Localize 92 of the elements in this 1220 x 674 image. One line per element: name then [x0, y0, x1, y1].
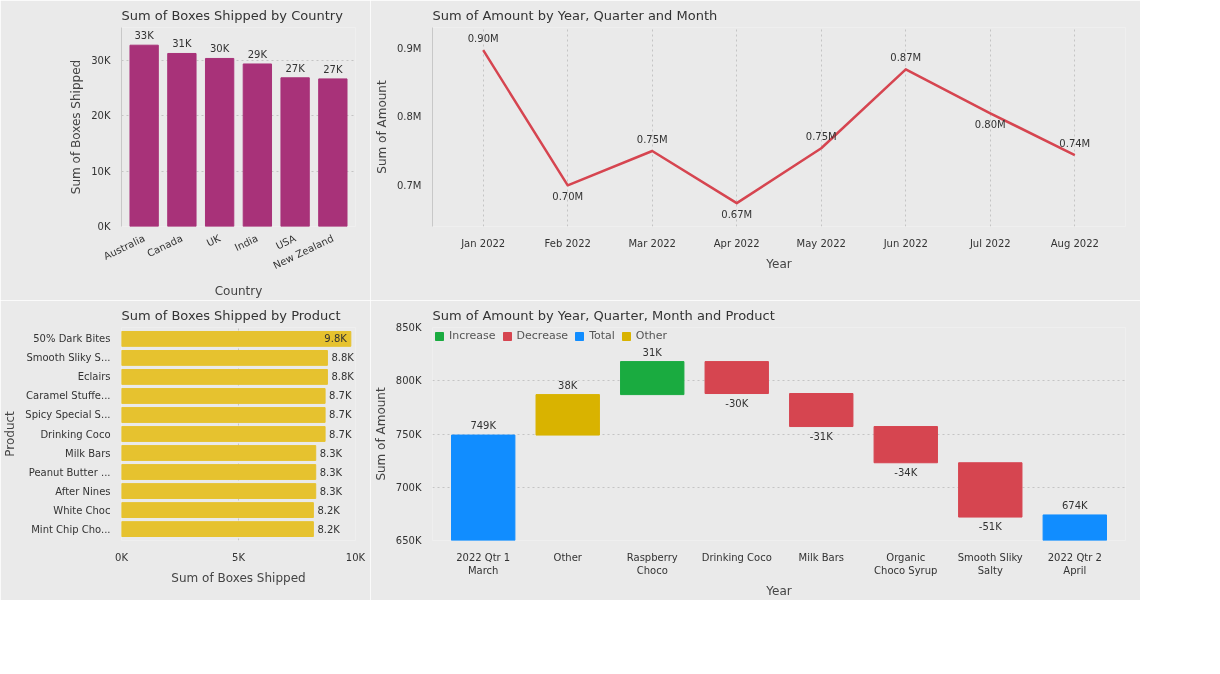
- y-axis-title: Sum of Amount: [373, 387, 388, 481]
- data-label: 8.8K: [331, 371, 355, 383]
- y-tick-label: 650K: [395, 535, 422, 546]
- data-label: 8.7K: [329, 409, 352, 421]
- x-tick-label: Jul 2022: [968, 237, 1011, 249]
- legend-label: Increase: [449, 329, 496, 342]
- data-label: 0.90M: [467, 33, 499, 45]
- y-tick-label: 30K: [91, 55, 111, 67]
- x-tick-label: Drinking Coco: [701, 551, 772, 563]
- y-axis-title: Product: [3, 410, 18, 457]
- data-label: 0.70M: [552, 191, 584, 203]
- x-tick-label: Jun 2022: [882, 237, 928, 249]
- y-tick-label: 20K: [91, 110, 111, 122]
- chart-title: Sum of Amount by Year, Quarter, Month and Product: [432, 307, 775, 323]
- x-tick-label: Organic Choco Syrup: [874, 551, 938, 576]
- x-tick-label: Mar 2022: [628, 237, 676, 249]
- data-label: 9.8K: [324, 333, 348, 345]
- chart-title: Sum of Boxes Shipped by Country: [121, 7, 344, 23]
- x-tick-label: 0K: [115, 551, 129, 563]
- data-label: 27K: [285, 62, 306, 74]
- y-tick-label: Mint Chip Cho...: [31, 523, 111, 535]
- text: -51K: [978, 521, 1002, 533]
- data-label: 8.2K: [317, 523, 341, 535]
- y-tick-label: Spicy Special S...: [25, 409, 111, 421]
- data-label: 0.80M: [974, 119, 1006, 131]
- data-label: 8.7K: [329, 428, 352, 440]
- y-tick-label: 850K: [395, 322, 422, 333]
- x-axis-title: Sum of Boxes Shipped: [171, 570, 306, 585]
- y-tick-label: 50% Dark Bites: [33, 333, 111, 345]
- text: 749K: [470, 420, 497, 432]
- x-tick-label: 10K: [345, 551, 366, 563]
- x-axis-title: Country: [214, 283, 263, 298]
- data-label: 8.2K: [317, 504, 341, 516]
- y-tick-label: Peanut Butter ...: [28, 466, 111, 478]
- data-label: 0.74M: [1059, 138, 1091, 150]
- x-tick-label: Feb 2022: [544, 237, 591, 249]
- legend-label: Decrease: [516, 329, 569, 342]
- x-tick-label: Raspberry Choco: [626, 551, 678, 576]
- data-label: 33K: [134, 30, 155, 42]
- x-axis-title: Year: [765, 583, 792, 598]
- data-label: 0.67M: [721, 209, 753, 221]
- legend-label: Total: [589, 329, 615, 342]
- y-tick-label: 0K: [97, 221, 111, 232]
- data-label: 8.3K: [319, 447, 343, 459]
- text: -34K: [894, 466, 918, 478]
- y-tick-label: 800K: [395, 375, 422, 387]
- data-label: 0.87M: [890, 52, 922, 64]
- text: 31K: [642, 346, 662, 358]
- data-label: 8.7K: [329, 390, 352, 402]
- y-tick-label: 10K: [91, 165, 111, 177]
- y-tick-label: Milk Bars: [65, 447, 111, 459]
- y-tick-label: 700K: [395, 481, 422, 493]
- x-tick-label: May 2022: [796, 237, 846, 249]
- x-tick-label: 2022 Qtr 2 April: [1047, 551, 1102, 576]
- y-tick-label: 750K: [395, 428, 422, 440]
- y-tick-label: 0.7M: [396, 179, 422, 191]
- data-label: 8.3K: [319, 466, 343, 478]
- y-tick-label: 0.8M: [396, 111, 422, 123]
- data-label: 30K: [209, 43, 230, 55]
- text: 38K: [558, 379, 578, 391]
- data-label: 8.8K: [331, 352, 355, 364]
- y-tick-label: Caramel Stuffe...: [26, 390, 111, 402]
- y-tick-label: Drinking Coco: [40, 428, 111, 440]
- x-tick-label: Aug 2022: [1050, 237, 1099, 249]
- y-axis-title: Sum of Amount: [374, 80, 389, 174]
- y-tick-label: 0.9M: [396, 42, 422, 54]
- data-label: 31K: [172, 38, 192, 50]
- data-label: 8.3K: [319, 485, 343, 497]
- x-tick-label: Jan 2022: [460, 237, 506, 249]
- chart-title: Sum of Amount by Year, Quarter and Month: [432, 7, 718, 23]
- data-label: 0.75M: [636, 134, 668, 146]
- x-tick-label: UK: [204, 232, 223, 249]
- text: 674K: [1061, 499, 1088, 511]
- y-tick-label: After Nines: [55, 485, 111, 497]
- y-tick-label: White Choc: [53, 504, 111, 516]
- data-label: 27K: [323, 63, 343, 75]
- y-tick-label: Eclairs: [77, 371, 111, 383]
- chart-title: Sum of Boxes Shipped by Product: [121, 307, 341, 323]
- y-axis-title: Sum of Boxes Shipped: [69, 59, 84, 195]
- x-tick-label: Milk Bars: [798, 551, 844, 563]
- x-tick-label: Apr 2022: [713, 237, 760, 249]
- y-tick-label: Smooth Sliky S...: [26, 352, 111, 364]
- text: -31K: [809, 430, 833, 442]
- x-tick-label: 2022 Qtr 1 March: [456, 551, 511, 576]
- x-tick-label: 5K: [232, 551, 246, 563]
- data-label: 29K: [247, 48, 268, 60]
- x-axis-title: Year: [765, 256, 792, 271]
- x-tick-label: India: [232, 232, 260, 254]
- text: -30K: [725, 397, 749, 409]
- x-tick-label: Other: [553, 551, 583, 563]
- x-tick-label: Smooth Sliky Salty: [957, 551, 1023, 576]
- legend-label: Other: [635, 329, 668, 342]
